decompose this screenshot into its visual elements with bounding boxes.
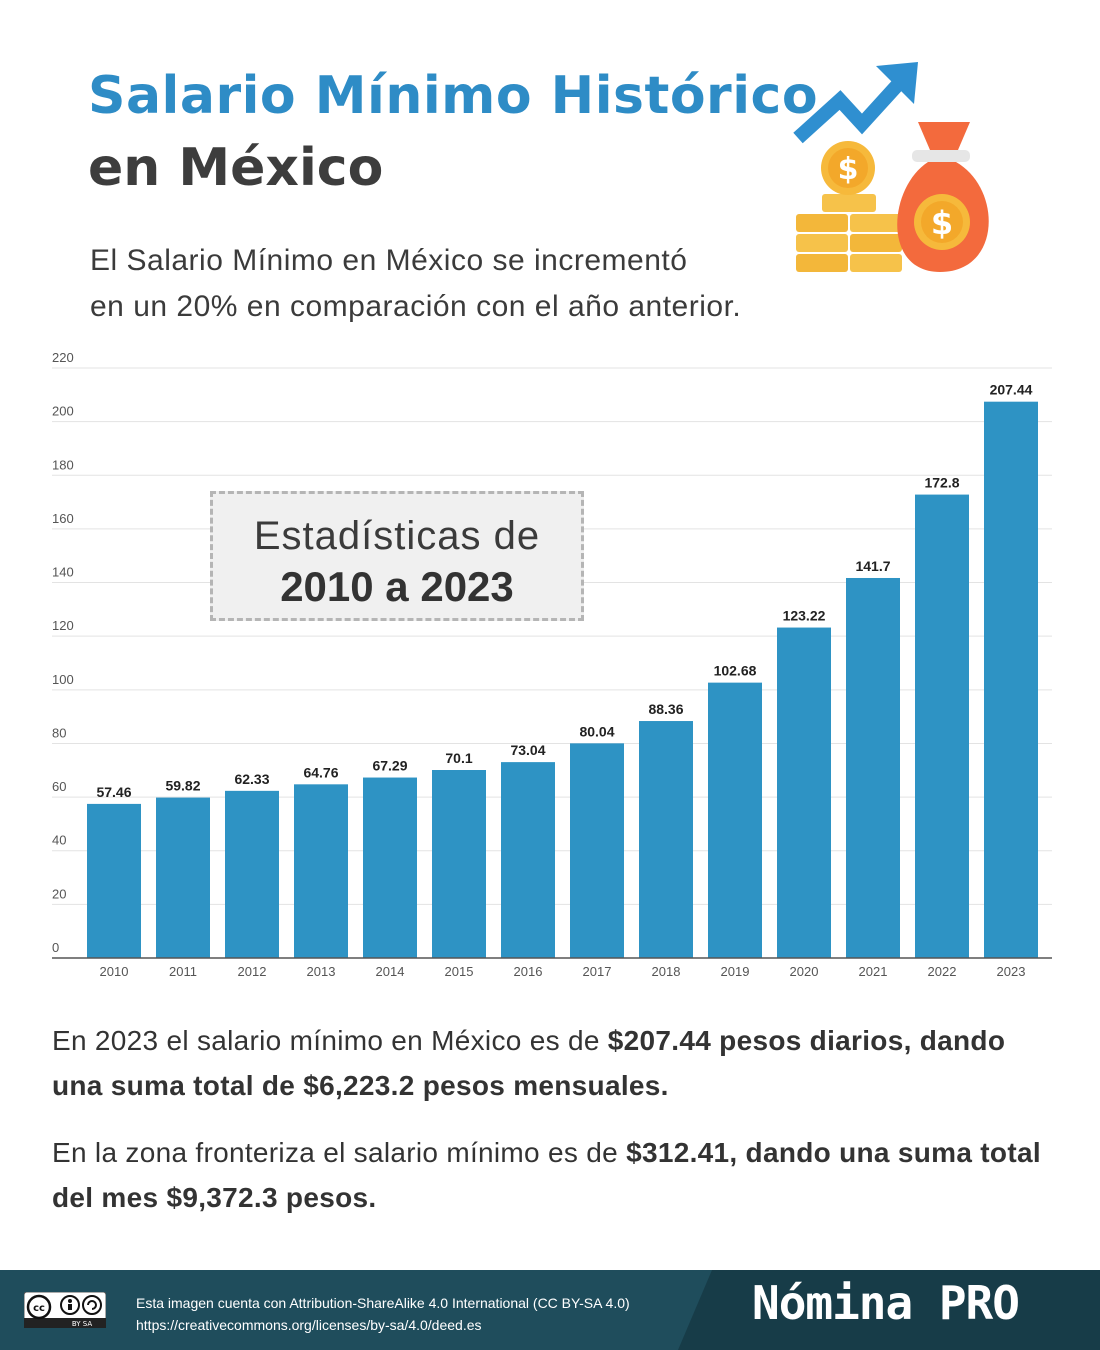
data-label-2017: 80.04	[579, 723, 614, 739]
paragraph-2023-highlight: $207.44 pesos diarios, dando una suma to…	[52, 1025, 1006, 1101]
paragraph-border-highlight: $312.41, dando una suma total del mes $9…	[52, 1137, 1041, 1213]
salary-bar-chart: 57.46 59.82 62.33 64.76 67.29 70.1 73.04 80.04 8…	[52, 350, 1052, 979]
bar-2020	[777, 627, 831, 958]
y-tick-label: 140	[52, 565, 74, 580]
footer-background	[0, 1270, 1100, 1350]
y-tick-label: 60	[52, 779, 66, 794]
bar-2023	[984, 401, 1038, 959]
money-bag-icon: $	[897, 122, 989, 272]
license-text: Esta imagen cuenta con Attribution-Share…	[136, 1295, 630, 1311]
license-link[interactable]: https://creativecommons.org/licenses/by-…	[136, 1317, 482, 1333]
bar-2012	[225, 790, 279, 958]
y-tick-label: 20	[52, 886, 66, 901]
bar-2016	[501, 762, 555, 958]
bar-2021	[846, 577, 900, 958]
data-label-2020: 123.22	[783, 608, 826, 624]
x-tick-label-2014: 2014	[376, 964, 405, 979]
data-label-2023: 207.44	[990, 382, 1033, 398]
page-title: Salario Mínimo Histórico	[88, 66, 819, 126]
x-tick-label-2019: 2019	[721, 964, 750, 979]
x-tick-label-2015: 2015	[445, 964, 474, 979]
y-tick-label: 0	[52, 940, 59, 955]
footer-bar: cc BY SA Esta imagen cuenta con Attribut…	[0, 1270, 1100, 1350]
data-label-2019: 102.68	[714, 663, 757, 679]
data-label-2014: 67.29	[372, 758, 407, 774]
paragraph-2023-salary: En 2023 el salario mínimo en México es d…	[52, 1018, 1062, 1108]
y-tick-label: 40	[52, 833, 66, 848]
y-tick-label: 160	[52, 511, 74, 526]
bar-2019	[708, 682, 762, 958]
data-label-2018: 88.36	[648, 701, 683, 717]
y-tick-label: 180	[52, 457, 74, 472]
salary-growth-illustration: $ $	[793, 62, 989, 272]
svg-text:$: $	[838, 152, 859, 187]
data-label-2010: 57.46	[96, 784, 131, 800]
y-tick-label: 200	[52, 404, 74, 419]
paragraph-border-zone-salary: En la zona fronteriza el salario mínimo …	[52, 1130, 1062, 1220]
license-notice: Esta imagen cuenta con Attribution-Share…	[136, 1292, 630, 1336]
y-tick-label: 120	[52, 618, 74, 633]
trend-up-arrow-icon	[793, 62, 918, 144]
x-tick-label-2022: 2022	[928, 964, 957, 979]
bar-2015	[432, 770, 486, 958]
page-title-line2: en México	[88, 138, 384, 198]
x-tick-label-2016: 2016	[514, 964, 543, 979]
stats-range-box: Estadísticas de 2010 a 2023	[210, 491, 584, 621]
x-tick-label-2011: 2011	[169, 964, 197, 979]
cc-badge-text: BY SA	[72, 1320, 92, 1328]
data-label-2013: 64.76	[303, 764, 338, 780]
subtitle: El Salario Mínimo en México se increment…	[90, 238, 850, 330]
y-tick-label: 220	[52, 350, 74, 365]
data-label-2021: 141.7	[855, 558, 890, 574]
bar-2014	[363, 777, 417, 958]
x-tick-label-2012: 2012	[238, 964, 267, 979]
x-tick-label-2017: 2017	[583, 964, 612, 979]
bar-2017	[570, 743, 624, 958]
cc-by-sa-icon: cc BY SA	[24, 1292, 106, 1328]
stats-range-label: Estadísticas de	[253, 514, 541, 558]
paragraph-2023-text: En 2023 el salario mínimo en México es d…	[52, 1025, 608, 1056]
y-tick-label: 100	[52, 672, 74, 687]
paragraph-border-text: En la zona fronteriza el salario mínimo …	[52, 1137, 627, 1168]
x-tick-label-2010: 2010	[100, 964, 129, 979]
stats-range-years: 2010 a 2023	[280, 563, 514, 610]
coin-stack-icon: $	[796, 141, 902, 272]
x-tick-label-2023: 2023	[997, 964, 1026, 979]
y-tick-label: 80	[52, 725, 66, 740]
data-label-2012: 62.33	[234, 771, 269, 787]
svg-text:cc: cc	[33, 1303, 45, 1314]
data-label-2016: 73.04	[510, 742, 545, 758]
data-label-2015: 70.1	[445, 750, 472, 766]
data-label-2011: 59.82	[165, 778, 200, 794]
x-tick-label-2013: 2013	[307, 964, 336, 979]
data-label-2022: 172.8	[924, 475, 959, 491]
brand-logo: Nómina PRO	[752, 1276, 1020, 1330]
subtitle-line2: en un 20% en comparación con el año ante…	[90, 290, 742, 323]
x-tick-label-2021: 2021	[859, 964, 888, 979]
x-tick-label-2020: 2020	[790, 964, 819, 979]
subtitle-line1: El Salario Mínimo en México se increment…	[90, 244, 688, 277]
bar-2013	[294, 784, 348, 958]
bar-2018	[639, 721, 693, 958]
cc-license-badge: cc BY SA	[24, 1292, 106, 1328]
bar-2022	[915, 494, 969, 958]
bar-2011	[156, 797, 210, 958]
bar-2010	[87, 803, 141, 958]
svg-text:$: $	[931, 204, 953, 242]
x-tick-label-2018: 2018	[652, 964, 681, 979]
